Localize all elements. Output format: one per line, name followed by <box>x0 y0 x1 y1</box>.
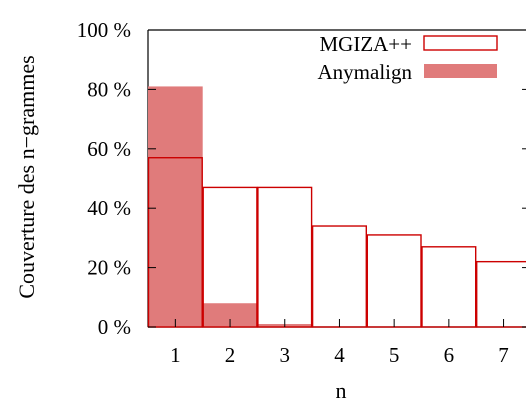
y-tick-label: 60 % <box>87 137 131 161</box>
y-tick-label: 100 % <box>77 18 131 42</box>
legend-swatch <box>424 64 497 78</box>
bar-anymalign-2 <box>202 303 258 327</box>
mgiza-bars <box>147 157 526 328</box>
x-tick-label: 2 <box>225 343 236 367</box>
y-tick-label: 40 % <box>87 196 131 220</box>
legend: MGIZA++ Anymalign <box>318 32 498 84</box>
x-tick-label: 4 <box>334 343 345 367</box>
anymalign-bars <box>148 86 313 328</box>
bar-anymalign-1 <box>148 86 203 328</box>
legend-label: Anymalign <box>318 60 413 84</box>
x-axis-label: n <box>336 378 347 402</box>
y-tick-label: 0 % <box>98 315 131 339</box>
legend-swatch <box>423 35 498 51</box>
y-tick-label: 80 % <box>87 77 131 101</box>
bar-mgiza-5 <box>366 234 422 328</box>
bar-mgiza-4 <box>311 225 368 328</box>
bar-mgiza-7 <box>476 260 526 328</box>
x-tick-label: 5 <box>389 343 400 367</box>
x-tick-label: 3 <box>280 343 291 367</box>
x-axis-ticks: 1 2 3 4 5 6 7 <box>170 319 509 367</box>
y-tick-label: 20 % <box>87 256 131 280</box>
bar-mgiza-6 <box>421 246 477 328</box>
legend-label: MGIZA++ <box>319 32 412 56</box>
y-axis-label: Couverture des n−grammes <box>14 55 39 298</box>
x-tick-label: 6 <box>444 343 455 367</box>
y-axis-ticks: 0 % 20 % 40 % 60 % 80 % 100 % <box>77 18 526 339</box>
bar-mgiza-3 <box>257 186 313 328</box>
x-tick-label: 7 <box>498 343 509 367</box>
x-tick-label: 1 <box>170 343 181 367</box>
